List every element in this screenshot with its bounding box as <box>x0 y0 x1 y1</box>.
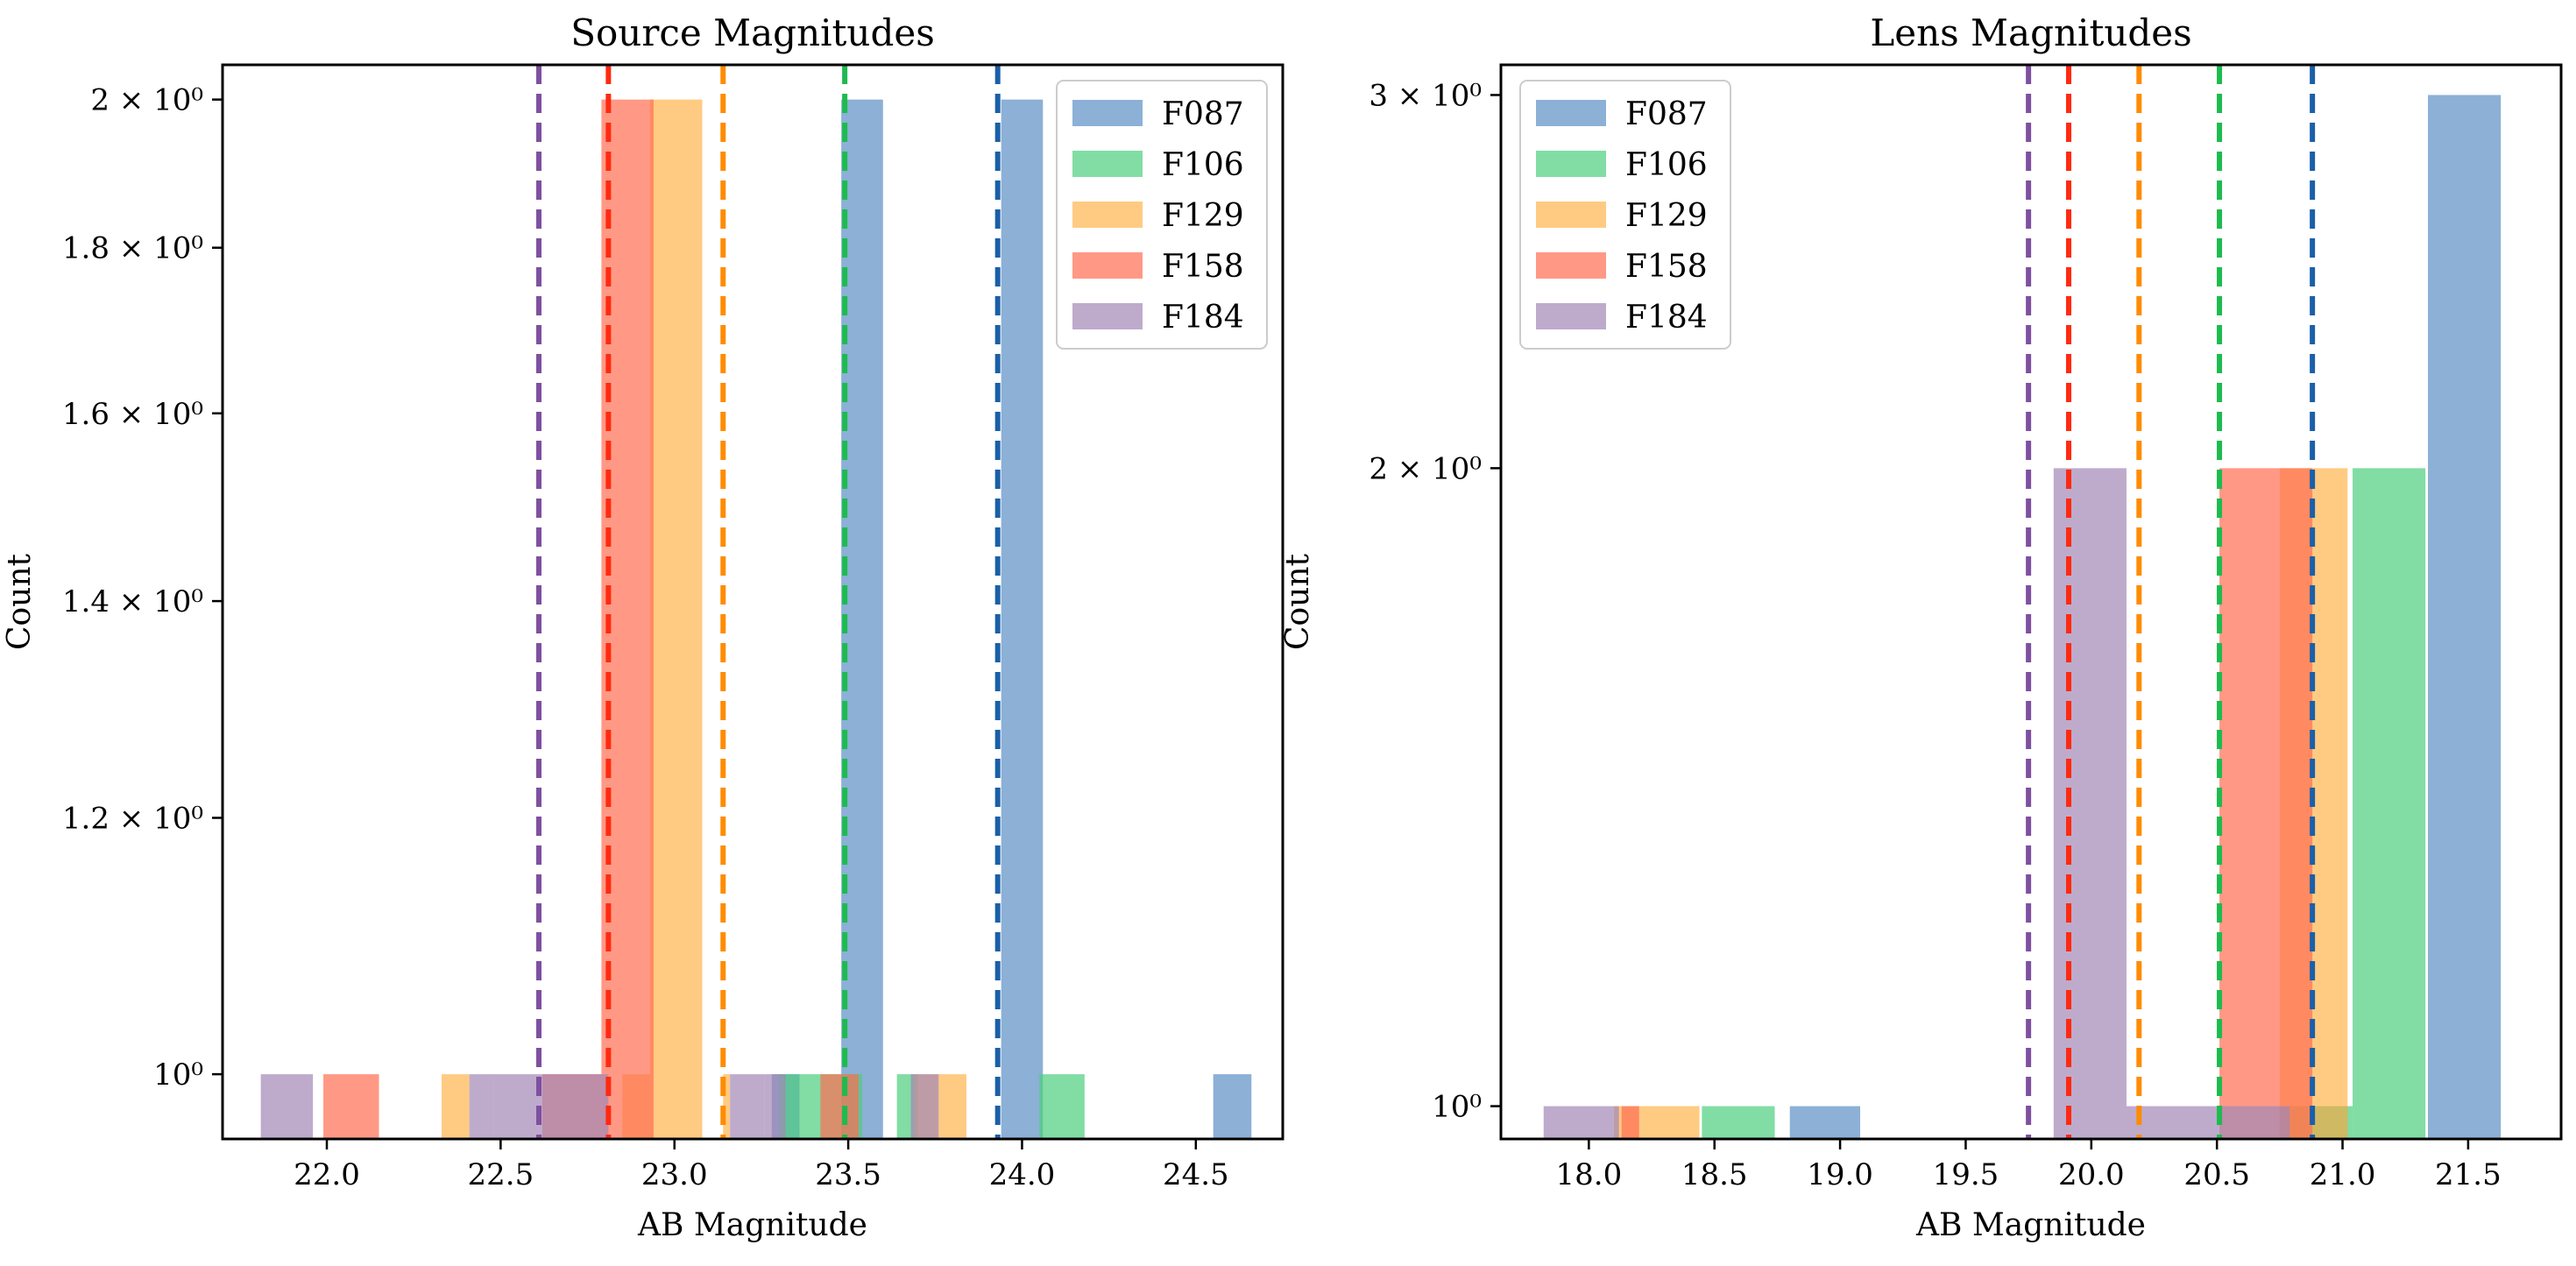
x-tick-label: 21.5 <box>2435 1157 2502 1192</box>
legend-label-f158: F158 <box>1625 249 1708 285</box>
bar-f184-1 <box>1543 1106 1619 1139</box>
x-tick-label: 18.0 <box>1556 1157 1623 1192</box>
legend-label-f106: F106 <box>1625 147 1708 183</box>
x-tick-label: 20.0 <box>2058 1157 2125 1192</box>
legend-box <box>1056 80 1268 350</box>
x-axis-label: AB Magnitude <box>1915 1207 2146 1243</box>
bar-f158-2 <box>2219 468 2313 1139</box>
legend-label-f106: F106 <box>1162 147 1244 183</box>
x-tick-label: 22.5 <box>468 1157 534 1192</box>
legend-swatch-f184 <box>1536 303 1606 329</box>
x-tick-label: 18.5 <box>1681 1157 1748 1192</box>
bar-f184-3 <box>493 1074 542 1139</box>
legend-swatch-f129 <box>1072 202 1143 228</box>
bar-f129-4 <box>723 1074 731 1139</box>
chart-title: Source Magnitudes <box>570 11 935 54</box>
legend-label-f184: F184 <box>1162 300 1244 336</box>
bar-f158-1 <box>323 1074 379 1139</box>
y-axis-label: Count <box>1280 553 1316 650</box>
bar-f106-4 <box>1039 1074 1085 1139</box>
bar-f184-4 <box>541 1074 609 1139</box>
y-tick-label: 1.8 × 10⁰ <box>62 231 203 266</box>
legend-label-f129: F129 <box>1625 198 1708 234</box>
chart-title: Lens Magnitudes <box>1870 11 2191 54</box>
panel-1: 22.0 22.5 23.0 23.5 24.0 24.5 10⁰ 1.2 × 10⁰ 1.4 … <box>2 11 1284 1243</box>
bar-f158-4 <box>820 1074 859 1139</box>
y-tick-label: 1.6 × 10⁰ <box>62 397 203 432</box>
bar-f087-2 <box>841 99 883 1139</box>
bar-f184-2 <box>2053 468 2127 1139</box>
legend-swatch-f129 <box>1536 202 1606 228</box>
bar-f129-3 <box>649 99 703 1139</box>
bar-f106-3 <box>2353 468 2426 1139</box>
y-tick-label: 10⁰ <box>153 1057 203 1093</box>
x-tick-label: 23.5 <box>815 1157 881 1192</box>
bar-f129-1 <box>441 1074 470 1139</box>
legend-label-f184: F184 <box>1625 300 1708 336</box>
y-axis-label: Count <box>2 553 38 650</box>
bar-f184-1 <box>260 1074 314 1139</box>
y-tick-label: 1.2 × 10⁰ <box>62 801 203 836</box>
x-tick-label: 19.0 <box>1807 1157 1873 1192</box>
y-tick-label: 10⁰ <box>1432 1090 1482 1125</box>
bar-f184-6 <box>764 1074 786 1139</box>
legend-swatch-f158 <box>1072 252 1143 279</box>
x-tick-label: 23.0 <box>641 1157 708 1192</box>
legend-swatch-f087 <box>1536 100 1606 126</box>
bar-f184-5 <box>730 1074 765 1139</box>
bar-f087-3 <box>1001 99 1044 1139</box>
bar-f087-4 <box>1213 1074 1252 1139</box>
legend-label-f129: F129 <box>1162 198 1244 234</box>
legend-swatch-f184 <box>1072 303 1143 329</box>
bar-f184-2 <box>469 1074 494 1139</box>
x-tick-label: 19.5 <box>1933 1157 1999 1192</box>
panel-2: 18.0 18.5 19.0 19.5 20.0 20.5 21.0 21.5 10⁰ 2 × 1… <box>1280 11 2563 1243</box>
legend: F087 F106 F129 F158 F184 <box>1056 80 1268 350</box>
legend-label-f158: F158 <box>1162 249 1244 285</box>
legend-swatch-f106 <box>1536 151 1606 177</box>
bar-f106-1 <box>1702 1106 1775 1139</box>
y-tick-label: 2 × 10⁰ <box>90 83 203 118</box>
bar-f184-3 <box>2126 1106 2290 1139</box>
x-tick-label: 20.5 <box>2183 1157 2250 1192</box>
legend-swatch-f087 <box>1072 100 1143 126</box>
x-axis-label: AB Magnitude <box>637 1207 867 1243</box>
x-tick-label: 24.5 <box>1163 1157 1229 1192</box>
plot-frame <box>1499 63 2563 1141</box>
bar-f158-1 <box>1621 1106 1639 1139</box>
legend: F087 F106 F129 F158 F184 <box>1519 80 1731 350</box>
bar-f184-7 <box>910 1074 939 1139</box>
y-tick-label: 1.4 × 10⁰ <box>62 584 203 619</box>
y-tick-label: 3 × 10⁰ <box>1369 78 1482 113</box>
legend-swatch-f158 <box>1536 252 1606 279</box>
legend-label-f087: F087 <box>1625 96 1708 132</box>
legend-box <box>1519 80 1731 350</box>
x-tick-label: 21.0 <box>2310 1157 2376 1192</box>
x-tick-label: 22.0 <box>294 1157 360 1192</box>
legend-swatch-f106 <box>1072 151 1143 177</box>
bar-f087-1 <box>1789 1106 1861 1139</box>
x-tick-label: 24.0 <box>989 1157 1056 1192</box>
y-tick-label: 2 × 10⁰ <box>1369 451 1482 486</box>
legend-label-f087: F087 <box>1162 96 1244 132</box>
bar-f087-3 <box>2428 95 2502 1139</box>
